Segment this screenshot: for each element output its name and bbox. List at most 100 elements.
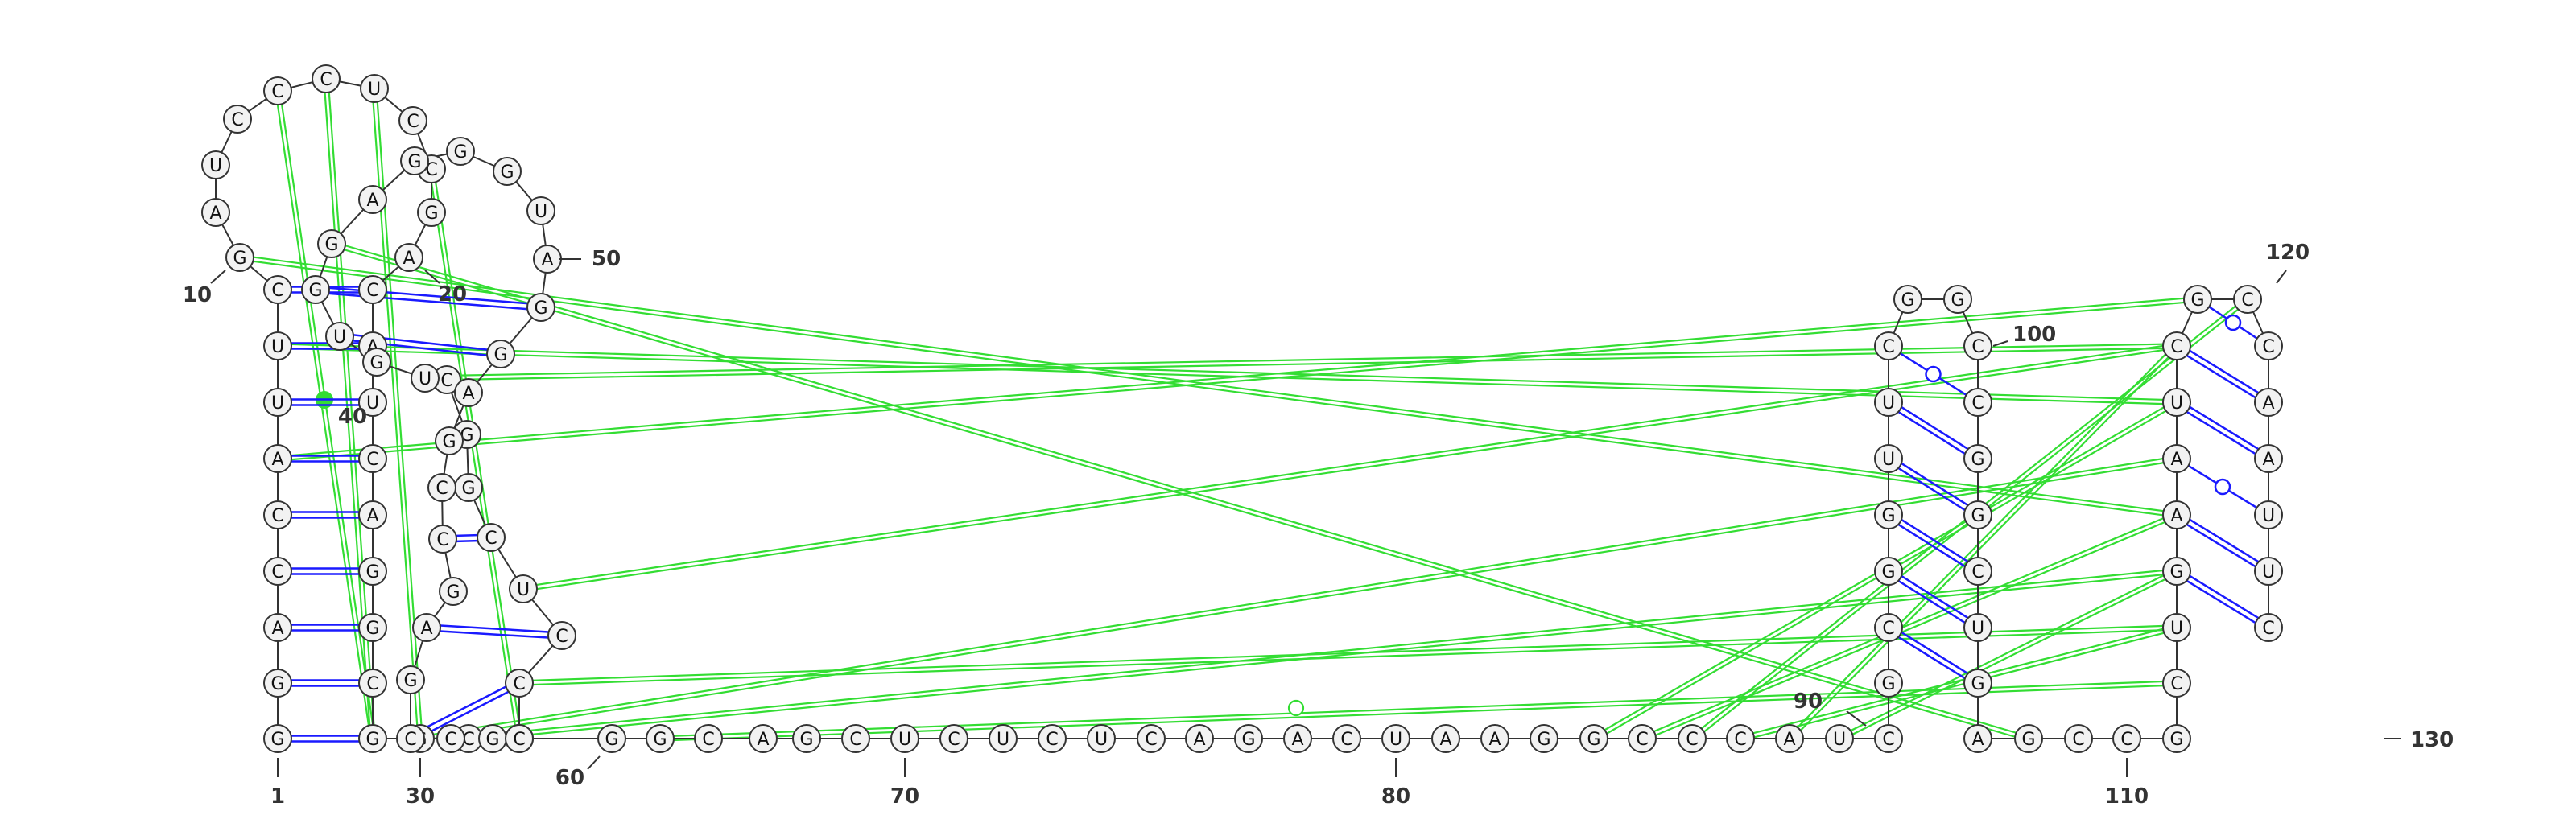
- nucleotide-circle: [694, 724, 723, 753]
- nucleotide-circle: [1381, 724, 1410, 753]
- nucleotide-letter: G: [1971, 674, 1984, 694]
- position-label-110: 110: [2105, 758, 2149, 809]
- nucleotide-circle: [1332, 724, 1361, 753]
- nucleotide-letter: G: [369, 353, 383, 373]
- nucleotide-102: G: [1963, 444, 1992, 473]
- nucleotide-circle: [1185, 724, 1214, 753]
- nucleotide-circle: [2162, 500, 2191, 529]
- nucleotide-126: C: [2254, 613, 2283, 642]
- nucleotide-letter: A: [462, 384, 474, 404]
- nucleotide-circle: [263, 76, 292, 105]
- position-number: 100: [2013, 323, 2056, 347]
- nucleotide-circle: [412, 613, 441, 642]
- nucleotide-circle: [1874, 388, 1903, 417]
- nucleotide-23: U: [358, 388, 387, 417]
- nucleotide-letter: G: [799, 730, 813, 750]
- nucleotide-letter: C: [271, 506, 283, 526]
- position-tick: [1992, 340, 2008, 347]
- nucleotide-circle: [1431, 724, 1460, 753]
- nucleotide-letter: U: [535, 202, 547, 222]
- nucleotide-letter: C: [407, 112, 419, 132]
- nucleotide-circle: [939, 724, 968, 753]
- nucleotide-70: U: [890, 724, 919, 753]
- base-pair-line: [1897, 410, 1966, 455]
- nucleotide-81: A: [1431, 724, 1460, 753]
- nucleotide-88: A: [1775, 724, 1804, 753]
- position-number: 130: [2410, 728, 2454, 752]
- nucleotide-letter: C: [271, 562, 283, 582]
- nucleotide-circle: [2162, 724, 2191, 753]
- nucleotide-circle: [505, 669, 534, 698]
- nucleotide-95: U: [1874, 444, 1903, 473]
- tertiary-interaction-line: [659, 680, 2177, 738]
- nucleotide-letter: G: [233, 249, 246, 269]
- position-label-1: 1: [270, 758, 285, 809]
- nucleotide-26: G: [358, 557, 387, 586]
- nucleotide-48: G: [493, 157, 522, 186]
- nucleotide-3: A: [263, 613, 292, 642]
- nucleotide-circle: [2254, 500, 2283, 529]
- nucleotide-letter: C: [1636, 730, 1648, 750]
- nucleotide-letter: U: [271, 393, 284, 414]
- nucleotide-letter: A: [757, 730, 769, 750]
- base-pair-line: [1897, 579, 1966, 624]
- nucleotide-circle: [1530, 724, 1558, 753]
- nucleotide-59: G: [396, 665, 425, 694]
- nucleotide-letter: G: [1971, 506, 1984, 526]
- gu-pair-marker: [2224, 314, 2242, 331]
- nucleotide-56: C: [428, 525, 457, 554]
- nucleotide-16: U: [360, 74, 389, 103]
- nucleotide-letter: U: [271, 337, 284, 357]
- nucleotide-letter: U: [1095, 730, 1108, 750]
- nucleotide-letter: C: [462, 730, 474, 750]
- nucleotide-circle: [2183, 285, 2212, 314]
- nucleotide-letter: G: [365, 562, 379, 582]
- nucleotide-35: U: [509, 574, 538, 603]
- position-number: 10: [183, 283, 212, 307]
- nucleotide-letter: G: [270, 730, 284, 750]
- nucleotide-83: G: [1530, 724, 1558, 753]
- position-number: 110: [2105, 784, 2149, 809]
- tertiary-interaction-line: [523, 347, 2178, 592]
- nucleotide-43: G: [301, 275, 330, 304]
- nucleotide-letter: U: [2170, 619, 2183, 639]
- nucleotide-letter: A: [1193, 730, 1205, 750]
- tertiary-interaction-line: [469, 572, 2178, 742]
- nucleotide-107: A: [1963, 724, 1992, 753]
- nucleotide-letter: C: [366, 674, 378, 694]
- nucleotide-letter: C: [1882, 337, 1894, 357]
- nucleotide-2: G: [263, 669, 292, 698]
- nucleotide-7: U: [263, 388, 292, 417]
- nucleotide-letter: U: [1389, 730, 1402, 750]
- nucleotide-letter: C: [231, 110, 243, 130]
- nucleotide-letter: C: [1971, 562, 1984, 582]
- nucleotide-letter: C: [404, 730, 416, 750]
- nucleotide-letter: A: [1439, 730, 1451, 750]
- base-pair-line: [1901, 463, 1969, 507]
- nucleotide-letter: C: [1882, 730, 1894, 750]
- nucleotide-85: C: [1628, 724, 1657, 753]
- nucleotide-letter: A: [1291, 730, 1303, 750]
- nucleotide-109: C: [2064, 724, 2093, 753]
- gu-pair-marker: [2214, 478, 2231, 496]
- base-pair-line: [420, 685, 506, 731]
- nucleotide-circle: [394, 243, 423, 272]
- nucleotide-4: C: [263, 557, 292, 586]
- nucleotide-circle: [396, 724, 425, 753]
- nucleotide-44: G: [317, 229, 346, 258]
- nucleotide-circle: [325, 322, 354, 351]
- nucleotide-circle: [362, 348, 391, 377]
- nucleotide-letter: C: [2120, 730, 2132, 750]
- nucleotide-75: C: [1137, 724, 1166, 753]
- nucleotide-42: U: [325, 322, 354, 351]
- tertiary-interaction-line: [239, 258, 2177, 518]
- nucleotide-circle: [841, 724, 870, 753]
- nucleotide-circle: [1874, 669, 1903, 698]
- nucleotide-circle: [263, 388, 292, 417]
- nucleotide-105: U: [1963, 613, 1992, 642]
- nucleotide-circle: [792, 724, 821, 753]
- nucleotide-letter: G: [653, 730, 667, 750]
- base-pair-line: [2186, 523, 2256, 568]
- nucleotide-letter: U: [2262, 562, 2275, 582]
- nucleotide-letter: C: [271, 281, 283, 301]
